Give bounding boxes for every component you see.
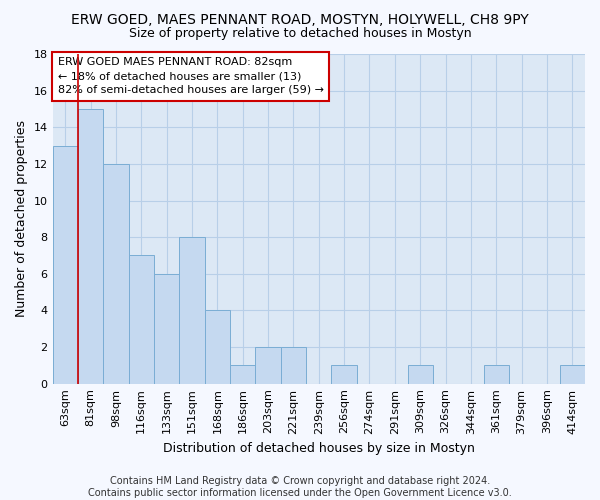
Bar xyxy=(256,347,281,384)
Bar xyxy=(281,347,306,384)
Bar xyxy=(331,366,357,384)
Bar xyxy=(53,146,78,384)
Bar xyxy=(484,366,509,384)
Bar xyxy=(560,366,585,384)
Bar xyxy=(128,256,154,384)
Bar xyxy=(205,310,230,384)
Bar xyxy=(407,366,433,384)
Bar xyxy=(179,237,205,384)
X-axis label: Distribution of detached houses by size in Mostyn: Distribution of detached houses by size … xyxy=(163,442,475,455)
Text: Size of property relative to detached houses in Mostyn: Size of property relative to detached ho… xyxy=(128,28,472,40)
Text: ERW GOED, MAES PENNANT ROAD, MOSTYN, HOLYWELL, CH8 9PY: ERW GOED, MAES PENNANT ROAD, MOSTYN, HOL… xyxy=(71,12,529,26)
Bar xyxy=(78,109,103,384)
Bar xyxy=(154,274,179,384)
Text: ERW GOED MAES PENNANT ROAD: 82sqm
← 18% of detached houses are smaller (13)
82% : ERW GOED MAES PENNANT ROAD: 82sqm ← 18% … xyxy=(58,58,324,96)
Bar xyxy=(230,366,256,384)
Bar xyxy=(103,164,128,384)
Text: Contains HM Land Registry data © Crown copyright and database right 2024.
Contai: Contains HM Land Registry data © Crown c… xyxy=(88,476,512,498)
Y-axis label: Number of detached properties: Number of detached properties xyxy=(15,120,28,318)
